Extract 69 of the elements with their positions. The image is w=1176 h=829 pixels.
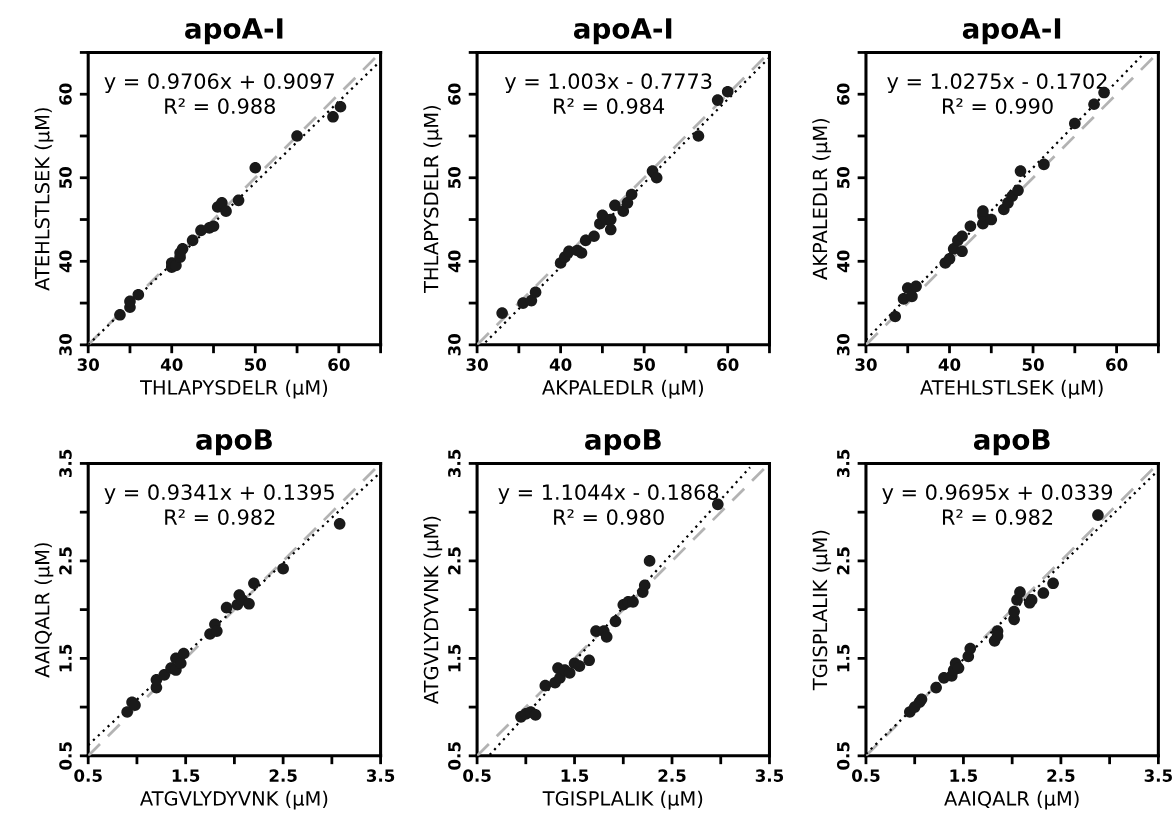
annotation: y = 1.0275x - 0.1702 R² = 0.990 [887,73,1107,114]
chart-title: apoB [585,429,661,456]
annotation: y = 0.9695x + 0.0339 R² = 0.982 [882,484,1112,525]
x-tick-label: 50 [1022,358,1044,371]
y-tick-label: 50 [59,166,72,189]
x-tick-label: 2.5 [658,769,686,782]
y-tick-label: 2.5 [836,547,850,575]
y-axis-title: ATEHLSTLSEK (µM) [34,108,54,291]
chart-title: apoA-I [962,18,1061,45]
x-tick-label: 60 [328,358,350,371]
x-tick-label: 1.5 [172,769,200,782]
y-tick-label: 60 [448,83,461,105]
x-tick-label: 2.5 [269,769,297,782]
x-axis-title: AKPALEDLR (µM) [542,379,703,399]
chart-title: apoB [196,429,272,456]
x-axis-title: ATGVLYDYVNK (µM) [140,790,328,810]
chart-title: apoA-I [185,18,283,45]
annotation: y = 0.9706x + 0.9097 R² = 0.988 [104,73,334,114]
x-tick-label: 1.5 [950,769,978,782]
x-tick-label: 0.5 [852,769,880,782]
annotation: y = 0.9341x + 0.1395 R² = 0.982 [104,484,334,525]
y-tick-label: 50 [448,166,461,189]
x-tick-label: 1.5 [561,769,589,782]
y-tick-label: 3.5 [59,449,72,478]
x-tick-label: 30 [466,358,488,371]
x-tick-label: 60 [1106,358,1128,371]
y-tick-label: 3.5 [836,449,850,478]
y-axis-title: TGISPLALIK (µM) [812,530,832,691]
x-tick-label: 40 [938,358,961,371]
x-tick-label: 3.5 [366,769,395,782]
y-axis-title: ATGVLYDYVNK (µM) [423,516,443,704]
y-axis-title: THLAPYSDELR (µM) [423,105,443,294]
x-tick-label: 50 [244,358,267,371]
y-tick-label: 50 [836,166,850,189]
x-tick-label: 0.5 [74,769,102,782]
x-tick-label: 2.5 [1047,769,1075,782]
x-tick-label: 40 [549,358,572,371]
x-axis-title: TGISPLALIK (µM) [542,790,703,810]
y-tick-label: 2.5 [448,547,461,575]
y-tick-label: 2.5 [59,547,72,575]
y-tick-label: 40 [59,250,72,273]
y-tick-label: 30 [448,334,461,356]
x-axis-title: AAIQALR (µM) [944,790,1079,810]
annotation: y = 1.1044x - 0.1868 R² = 0.980 [498,484,719,525]
annotation: y = 1.003x - 0.7773 R² = 0.984 [504,73,712,114]
x-axis-title: ATEHLSTLSEK (µM) [920,379,1103,399]
x-tick-label: 3.5 [1144,769,1172,782]
y-tick-label: 60 [59,83,72,105]
y-axis-title: AKPALEDLR (µM) [812,118,832,280]
y-tick-label: 1.5 [837,644,850,672]
x-tick-label: 3.5 [755,769,784,782]
y-axis-title: AAIQALR (µM) [34,543,54,678]
y-tick-label: 30 [836,334,850,356]
x-axis-title: THLAPYSDELR (µM) [140,379,328,399]
x-tick-label: 30 [77,358,99,371]
y-tick-label: 30 [59,334,72,356]
y-tick-label: 3.5 [448,449,461,478]
y-tick-label: 1.5 [448,644,461,672]
y-tick-label: 60 [836,83,850,105]
x-tick-label: 40 [160,358,183,371]
y-tick-label: 40 [448,250,461,273]
x-tick-label: 30 [855,358,877,371]
chart-title: apoB [973,429,1050,456]
x-tick-label: 50 [633,358,655,371]
x-tick-label: 60 [717,358,739,371]
chart-title: apoA-I [573,18,672,45]
x-tick-label: 0.5 [463,769,491,782]
y-tick-label: 1.5 [59,644,72,672]
y-tick-label: 40 [836,250,850,273]
